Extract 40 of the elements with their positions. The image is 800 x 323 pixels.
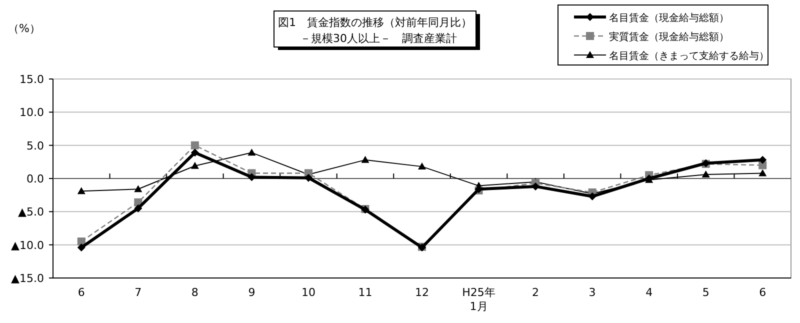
chart-title: 図1 賃金指数の推移（対前年同月比） [278,16,472,29]
y-axis-title: （%） [8,22,40,35]
point [702,170,710,178]
point [190,148,199,157]
x-tick-label: 9 [248,286,256,299]
x-tick-label: 6 [759,286,766,299]
y-tick-label: 5.0 [26,139,44,152]
legend-label: 名目賃金（きまって支給する給与） [609,50,769,62]
legend-label: 名目賃金（現金給与総額） [609,12,729,24]
point [248,148,256,156]
point [758,156,767,164]
point [77,187,86,194]
point [588,192,596,200]
legend-label: 実質賃金（現金給与総額） [609,31,729,43]
point [190,141,199,150]
x-tick-label: 6 [78,286,85,299]
x-tick-label: 2 [532,286,540,299]
point [758,169,767,176]
y-tick-label: 15.0 [20,73,44,86]
x-tick-label: 8 [191,286,198,299]
x-tick-label: 11 [358,286,372,299]
point [134,204,142,212]
point [361,156,370,163]
x-tick-label: H25年 1月 [462,286,496,313]
x-tick-label: 12 [415,286,429,299]
y-tick-label: ▲5.0 [18,206,44,219]
point [190,162,199,169]
y-tick-label: ▲15.0 [11,272,44,285]
point [134,185,142,192]
point [77,243,86,252]
chart-subtitle: －規模30人以上－ 調査産業計 [300,32,457,45]
y-tick-label: 10.0 [20,106,44,120]
x-tick-label: 3 [588,286,596,299]
y-tick-label: ▲10.0 [11,238,44,252]
x-tick-label: 7 [134,286,142,299]
x-tick-label: 10 [301,286,316,299]
x-tick-label: 5 [702,286,710,299]
x-tick-label: 4 [646,286,653,299]
point [418,162,426,170]
y-tick-label: 0.0 [26,172,44,186]
